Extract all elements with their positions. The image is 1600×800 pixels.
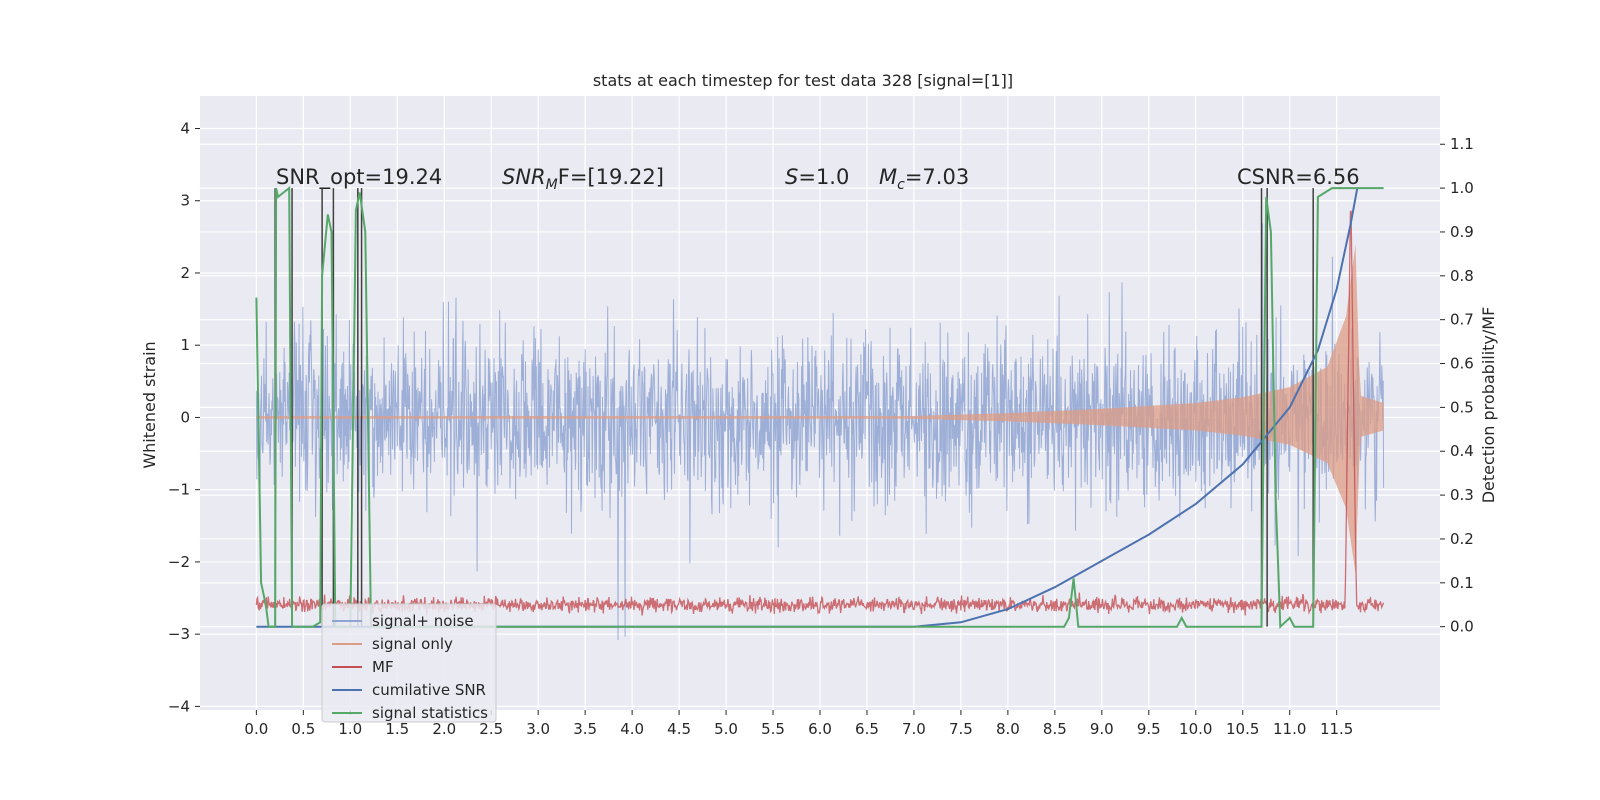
y-left-tick-label: 3 xyxy=(180,192,190,210)
x-tick-label: 3.5 xyxy=(573,720,597,738)
y-left-tick-label: 2 xyxy=(180,264,190,282)
x-tick-label: 0.5 xyxy=(291,720,315,738)
signal-only-series xyxy=(256,244,1384,574)
y-left-tick-label: −1 xyxy=(168,481,190,499)
y-left-tick-label: 0 xyxy=(180,408,190,426)
legend-box xyxy=(321,603,497,723)
x-tick-label: 1.0 xyxy=(338,720,362,738)
x-tick-label: 6.0 xyxy=(808,720,832,738)
y-right-tick-label: 0.5 xyxy=(1450,398,1474,416)
legend-label-3: cumilative SNR xyxy=(372,681,486,699)
x-tick-label: 11.5 xyxy=(1320,720,1353,738)
y-right-tick-label: 0.9 xyxy=(1450,223,1474,241)
y-axis-left-label: Whitened strain xyxy=(140,341,159,468)
y-left-tick-label: −4 xyxy=(168,697,190,715)
y-left-tick-label: −3 xyxy=(168,625,190,643)
x-tick-label: 10.5 xyxy=(1226,720,1259,738)
annotation-snr-opt: SNR_opt=19.24 xyxy=(276,165,442,190)
legend: signal+ noise signal only MF cumilative SNR… xyxy=(321,603,497,723)
x-tick-label: 2.5 xyxy=(479,720,503,738)
y-axis-right-label: Detection probability/MF xyxy=(1479,307,1498,504)
y-left-tick-label: 1 xyxy=(180,336,190,354)
x-tick-label: 2.0 xyxy=(432,720,456,738)
signal-noise-series xyxy=(255,223,1385,641)
x-tick-label: 9.5 xyxy=(1137,720,1161,738)
y-left-axis-ticks: 4 3 2 1 0 −1 −2 −3 −4 xyxy=(168,120,200,715)
signal-noise-line xyxy=(255,223,1385,641)
legend-label-4: signal statistics xyxy=(372,704,488,722)
y-right-tick-label: 0.6 xyxy=(1450,355,1474,373)
y-left-tick-label: 4 xyxy=(180,120,190,138)
x-tick-label: 9.0 xyxy=(1090,720,1114,738)
x-tick-label: 7.0 xyxy=(902,720,926,738)
signal-statistics-series xyxy=(255,186,1384,629)
chart-title: stats at each timestep for test data 328… xyxy=(593,71,1013,90)
y-right-tick-label: 0.2 xyxy=(1450,530,1474,548)
annotation-csnr: CSNR=6.56 xyxy=(1237,165,1360,189)
x-tick-label: 10.0 xyxy=(1179,720,1212,738)
y-right-tick-label: 0.3 xyxy=(1450,486,1474,504)
x-tick-label: 7.5 xyxy=(949,720,973,738)
legend-label-0: signal+ noise xyxy=(372,612,474,630)
x-tick-label: 5.5 xyxy=(761,720,785,738)
x-tick-label: 5.0 xyxy=(714,720,738,738)
annotation-mc: Mc=7.03 xyxy=(879,165,969,193)
y-right-tick-label: 1.0 xyxy=(1450,179,1474,197)
x-tick-label: 3.0 xyxy=(526,720,550,738)
y-right-tick-label: 0.0 xyxy=(1450,618,1474,636)
y-right-axis-ticks: 1.1 1.0 0.9 0.8 0.7 0.6 0.5 0.4 0.3 0.2 0.1 0.0 xyxy=(1440,135,1474,636)
x-tick-label: 1.5 xyxy=(385,720,409,738)
x-tick-label: 11.0 xyxy=(1273,720,1306,738)
signal-only-band xyxy=(256,244,1384,574)
legend-label-1: signal only xyxy=(372,635,453,653)
annotation-s: S=1.0 xyxy=(785,165,849,189)
x-tick-label: 6.5 xyxy=(855,720,879,738)
x-axis-ticks: 0.0 0.5 1.0 1.5 2.0 2.5 3.0 3.5 4.0 4.5 5.0 5.5 6.0 6… xyxy=(244,710,1353,738)
cumulative-snr-line xyxy=(256,187,1359,628)
annotation-snr-mf: SNRMF=[19.22] xyxy=(502,165,664,193)
signal-statistics-line xyxy=(255,186,1384,629)
y-gridlines xyxy=(200,127,1440,707)
y-right-tick-label: 0.8 xyxy=(1450,267,1474,285)
y-right-tick-label: 0.7 xyxy=(1450,311,1474,329)
cumulative-snr-series xyxy=(256,187,1359,628)
x-tick-label: 0.0 xyxy=(244,720,268,738)
legend-label-2: MF xyxy=(372,658,394,676)
x-tick-label: 4.0 xyxy=(620,720,644,738)
y-right-tick-label: 1.1 xyxy=(1450,135,1474,153)
y-right-tick-label: 0.4 xyxy=(1450,442,1474,460)
x-tick-label: 8.0 xyxy=(996,720,1020,738)
y-left-tick-label: −2 xyxy=(168,553,190,571)
x-tick-label: 8.5 xyxy=(1043,720,1067,738)
x-tick-label: 4.5 xyxy=(667,720,691,738)
y-right-tick-label: 0.1 xyxy=(1450,574,1474,592)
